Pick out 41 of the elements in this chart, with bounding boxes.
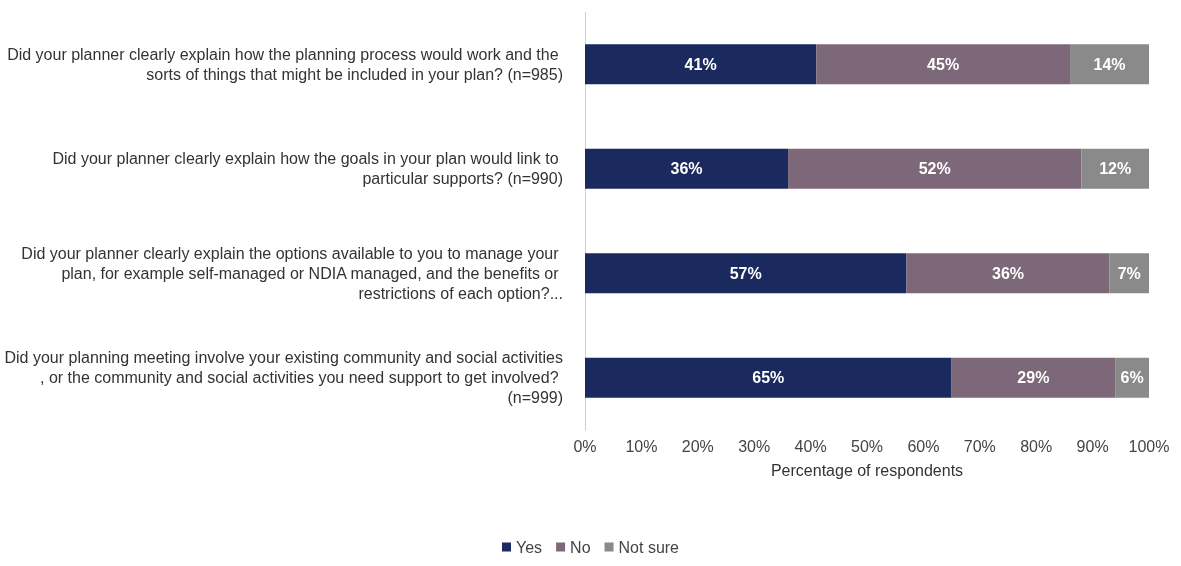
y-tick-label: Did your planning meeting involve your existing community and social activities, or the community and social activities you need support to get involved? (n=999) bbox=[4, 349, 563, 407]
bar bbox=[585, 357, 952, 398]
bar bbox=[585, 44, 817, 85]
x-tick-label: 10% bbox=[625, 437, 658, 455]
legend-label: No bbox=[570, 538, 591, 556]
data-label: 41% bbox=[684, 55, 717, 73]
x-tick-label: 90% bbox=[1076, 437, 1109, 455]
data-label: 36% bbox=[670, 160, 703, 178]
data-label: 6% bbox=[1120, 369, 1144, 387]
y-tick-label: Did your planner clearly explain how the planning process would work and the sorts of things that might be included in your plan? (n=985) bbox=[7, 45, 563, 83]
x-tick-label: 80% bbox=[1020, 437, 1053, 455]
legend-label: Not sure bbox=[618, 538, 680, 556]
data-label: 12% bbox=[1099, 160, 1132, 178]
x-tick-label: 30% bbox=[738, 437, 771, 455]
data-label: 65% bbox=[752, 369, 785, 387]
x-tick-label: 60% bbox=[907, 437, 940, 455]
bar bbox=[951, 357, 1116, 398]
bar bbox=[788, 148, 1082, 189]
x-axis-title: Percentage of respondents bbox=[770, 461, 964, 479]
data-label: 52% bbox=[918, 160, 951, 178]
data-label: 57% bbox=[729, 264, 762, 282]
data-label: 29% bbox=[1017, 369, 1050, 387]
x-tick-label: 70% bbox=[963, 437, 996, 455]
x-tick-label: 100% bbox=[1128, 437, 1170, 455]
data-label: 36% bbox=[991, 264, 1025, 282]
y-tick-label: Did your planner clearly explain how the goals in your plan would link to particular supports? (n=990) bbox=[52, 150, 563, 188]
bar bbox=[585, 253, 907, 294]
data-label: 45% bbox=[927, 55, 960, 73]
legend-label: Yes bbox=[515, 538, 543, 556]
data-label: 14% bbox=[1093, 55, 1126, 73]
x-tick-label: 50% bbox=[850, 437, 884, 455]
x-tick-label: 0% bbox=[573, 437, 597, 455]
data-label: 7% bbox=[1117, 264, 1141, 282]
x-tick-label: 20% bbox=[681, 437, 714, 455]
bar bbox=[1070, 44, 1149, 85]
x-tick-label: 40% bbox=[794, 437, 827, 455]
bar bbox=[816, 44, 1071, 85]
bar bbox=[585, 148, 789, 189]
bar bbox=[906, 253, 1110, 294]
y-tick-label: Did your planner clearly explain the options available to you to manage your plan, for example self-managed or NDIA managed, and the benefits or restrictions of each option?... bbox=[21, 244, 563, 302]
bar bbox=[1081, 148, 1149, 189]
